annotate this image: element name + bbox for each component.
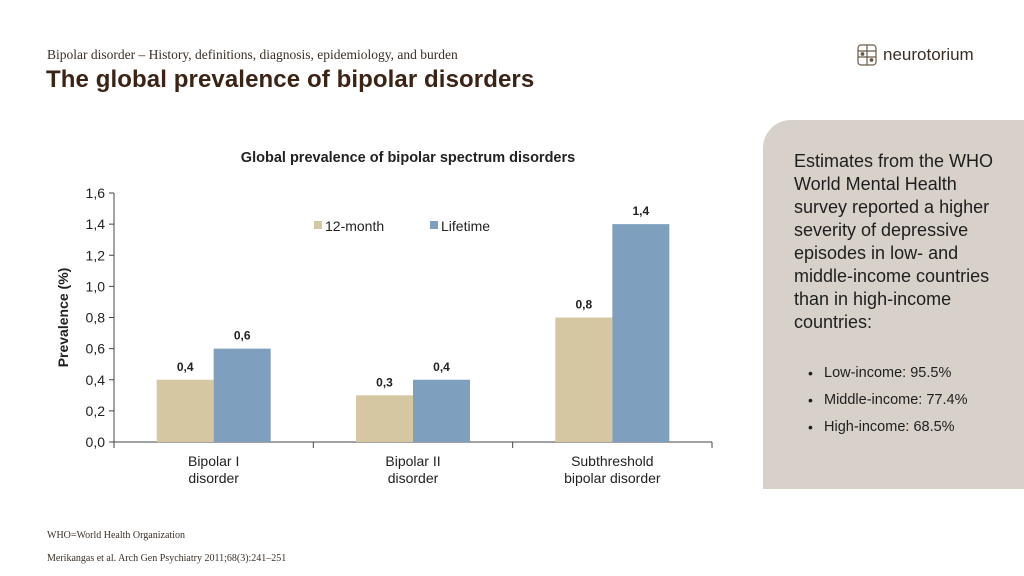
- legend-swatch: [314, 221, 322, 229]
- bar-lifetime: [612, 224, 670, 442]
- y-tick-label: 0,0: [86, 434, 106, 450]
- y-tick-label: 0,6: [86, 341, 106, 357]
- breadcrumb: Bipolar disorder – History, definitions,…: [47, 47, 458, 62]
- logo: neurotorium: [856, 43, 974, 67]
- data-label: 0,4: [433, 360, 450, 374]
- y-tick-label: 1,6: [86, 185, 106, 201]
- income-list: Low-income: 95.5% Middle-income: 77.4% H…: [808, 365, 967, 446]
- panel-text: Estimates from the WHO World Mental Heal…: [794, 151, 994, 332]
- x-category-label: bipolar disorder: [564, 470, 661, 486]
- bar-12-month: [555, 317, 613, 442]
- y-axis-label: Prevalence (%): [55, 268, 71, 368]
- y-tick-label: 1,2: [86, 247, 106, 263]
- bar-lifetime: [213, 348, 271, 442]
- x-category-label: Bipolar I: [188, 453, 239, 469]
- chart-title: Global prevalence of bipolar spectrum di…: [241, 150, 575, 166]
- y-tick-label: 1,4: [86, 216, 106, 232]
- x-category-label: Bipolar II: [385, 453, 440, 469]
- x-category-label: disorder: [188, 470, 239, 486]
- data-label: 0,3: [376, 375, 393, 389]
- y-tick-label: 0,8: [86, 310, 106, 326]
- footnote-reference: Merikangas et al. Arch Gen Psychiatry 20…: [47, 553, 287, 564]
- legend-label: 12-month: [325, 218, 384, 234]
- brain-grid-icon: [857, 44, 877, 66]
- list-item: High-income: 68.5%: [808, 419, 967, 446]
- y-tick-label: 1,0: [86, 278, 106, 294]
- data-label: 1,4: [632, 204, 649, 218]
- data-label: 0,6: [234, 329, 251, 343]
- logo-text: neurotorium: [883, 45, 974, 64]
- y-tick-label: 0,4: [86, 372, 106, 388]
- legend-swatch: [430, 221, 438, 229]
- bar-lifetime: [413, 379, 470, 442]
- list-item: Low-income: 95.5%: [808, 365, 967, 392]
- footnote-abbreviation: WHO=World Health Organization: [47, 530, 185, 541]
- data-label: 0,4: [177, 360, 194, 374]
- x-category-label: disorder: [388, 470, 439, 486]
- legend-label: Lifetime: [441, 218, 490, 234]
- info-panel: Estimates from the WHO World Mental Heal…: [763, 120, 1024, 489]
- bar-chart: Global prevalence of bipolar spectrum di…: [55, 150, 713, 486]
- bar-12-month: [356, 395, 413, 442]
- data-label: 0,8: [575, 298, 592, 312]
- y-tick-label: 0,2: [86, 403, 106, 419]
- list-item: Middle-income: 77.4%: [808, 392, 967, 419]
- bar-12-month: [156, 379, 214, 442]
- page-title: The global prevalence of bipolar disorde…: [46, 66, 535, 93]
- x-category-label: Subthreshold: [571, 453, 654, 469]
